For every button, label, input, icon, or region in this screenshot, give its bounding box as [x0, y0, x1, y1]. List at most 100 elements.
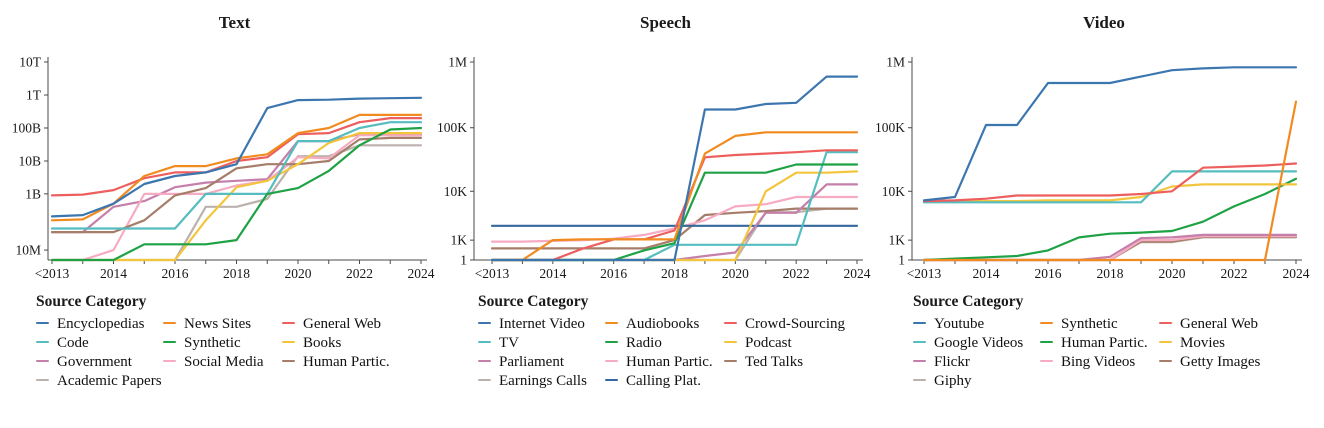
y-tick-label: 1T	[26, 87, 42, 102]
y-tick-label: 1M	[448, 55, 467, 70]
series-line-social-media	[50, 134, 423, 262]
legend-item-synthetic: Synthetic	[1040, 315, 1159, 334]
legend-swatch	[478, 359, 491, 362]
legend-swatch	[1040, 340, 1053, 343]
legend-title: Source Category	[478, 293, 589, 310]
legend-label: Bing Videos	[1061, 354, 1136, 370]
legend-item-movies: Movies	[1159, 334, 1260, 353]
legend-swatch	[913, 340, 926, 343]
legend-label: Government	[57, 354, 132, 370]
x-tick-label: 2016	[1035, 266, 1062, 281]
y-tick-label: 1K	[889, 233, 906, 248]
series-line-synthetic	[922, 100, 1298, 262]
series-line-general-web	[922, 162, 1298, 203]
legend-label: Human Partic.	[626, 354, 713, 370]
legend-columns: Internet Video TV Parliament Earnings Calls…	[478, 315, 912, 391]
legend-column: Youtube Google Videos Flickr Giphy	[913, 315, 1040, 391]
legend-label: Human Partic.	[303, 354, 390, 370]
legend-label: Encyclopedias	[57, 316, 145, 332]
series-line-human-partic-	[490, 195, 859, 243]
legend-swatch	[1040, 321, 1053, 324]
y-tick-label: 1	[460, 252, 467, 267]
y-tick-label: 10M	[15, 243, 41, 258]
legend-swatch	[36, 359, 49, 362]
legend-label: Code	[57, 335, 89, 351]
legend-item-synthetic: Synthetic	[163, 334, 282, 353]
x-tick-label: 2018	[223, 266, 250, 281]
legend-item-google-videos: Google Videos	[913, 334, 1040, 353]
legend-label: Crowd-Sourcing	[745, 316, 845, 332]
legend-column: General Web Movies Getty Images	[1159, 315, 1260, 372]
y-tick-label: 1K	[451, 233, 468, 248]
legend-title: Source Category	[36, 293, 147, 310]
legend-swatch	[478, 321, 491, 324]
legend-swatch	[605, 321, 618, 324]
legend-item-radio: Radio	[605, 334, 724, 353]
legend-item-code: Code	[36, 334, 163, 353]
x-tick-label: <2013	[907, 266, 942, 281]
legend-item-social-media: Social Media	[163, 353, 282, 372]
legend-item-internet-video: Internet Video	[478, 315, 605, 334]
legend-item-earnings-calls: Earnings Calls	[478, 372, 605, 391]
x-tick-label: 2014	[539, 266, 566, 281]
legend-title: Source Category	[913, 293, 1024, 310]
legend-swatch	[724, 321, 737, 324]
series-line-human-partic-	[922, 177, 1298, 262]
legend-item-ted-talks: Ted Talks	[724, 353, 845, 372]
legend-item-human-partic-: Human Partic.	[282, 353, 390, 372]
x-tick-label: 2020	[1159, 266, 1186, 281]
legend-item-flickr: Flickr	[913, 353, 1040, 372]
legend-label: News Sites	[184, 316, 252, 332]
series-line-movies	[922, 183, 1298, 203]
legend-columns: Youtube Google Videos Flickr Giphy Synthetic…	[913, 315, 1324, 391]
legend-item-encyclopedias: Encyclopedias	[36, 315, 163, 334]
x-tick-label: <2013	[35, 266, 70, 281]
legend-item-human-partic-: Human Partic.	[605, 353, 724, 372]
chart-panel-speech: Speech 1M 100K 10K 1K 1 <2013 2014 2016 2018 2020…	[437, 0, 882, 428]
legend-swatch	[605, 340, 618, 343]
series-line-encyclopedias	[50, 96, 423, 218]
legend-swatch	[605, 359, 618, 362]
legend-label: Internet Video	[499, 316, 585, 332]
legend-column: Crowd-Sourcing Podcast Ted Talks	[724, 315, 845, 372]
legend-label: Giphy	[934, 373, 972, 389]
chart-panel-video: Video 1M 100K 10K 1K 1 <2013 2014 2016 2018 2020 2…	[875, 0, 1324, 428]
legend-columns: Encyclopedias Code Government Academic Pape…	[36, 315, 470, 391]
x-tick-label: 2022	[1221, 266, 1248, 281]
legend-column: Internet Video TV Parliament Earnings Calls	[478, 315, 605, 391]
legend-column: News Sites Synthetic Social Media	[163, 315, 282, 372]
y-tick-label: 1	[898, 252, 905, 267]
legend-swatch	[1159, 340, 1172, 343]
series-line-earnings-calls	[490, 207, 859, 262]
legend-swatch	[36, 378, 49, 381]
legend-label: Audiobooks	[626, 316, 700, 332]
legend-item-crowd-sourcing: Crowd-Sourcing	[724, 315, 845, 334]
legend-item-giphy: Giphy	[913, 372, 1040, 391]
legend-text: Source Category Encyclopedias Code Governm…	[36, 293, 470, 391]
legend-label: Synthetic	[1061, 316, 1118, 332]
legend-item-government: Government	[36, 353, 163, 372]
legend-swatch	[282, 340, 295, 343]
y-tick-label: 10K	[444, 184, 468, 199]
legend-swatch	[724, 340, 737, 343]
legend-swatch	[478, 340, 491, 343]
x-tick-label: 2024	[408, 266, 435, 281]
legend-label: Youtube	[934, 316, 985, 332]
legend-swatch	[163, 359, 176, 362]
legend-swatch	[1159, 359, 1172, 362]
series-line-audiobooks	[490, 131, 859, 262]
legend-speech: Source Category Internet Video TV Parliame…	[478, 293, 912, 391]
y-tick-label: 100K	[875, 120, 905, 135]
legend-label: Human Partic.	[1061, 335, 1148, 351]
x-tick-label: 2018	[1097, 266, 1124, 281]
legend-label: Movies	[1180, 335, 1225, 351]
series-line-podcast	[490, 170, 859, 262]
legend-swatch	[913, 321, 926, 324]
x-tick-label: 2014	[100, 266, 127, 281]
y-tick-label: 100K	[437, 120, 467, 135]
y-tick-label: 100B	[12, 120, 41, 135]
legend-label: Ted Talks	[745, 354, 804, 370]
series-line-general-web	[50, 116, 423, 197]
chart-panel-text: Text 10T 1T 100B 10B 1B 10M <2013 2014 2016 2018 2…	[0, 0, 440, 428]
legend-swatch	[36, 340, 49, 343]
